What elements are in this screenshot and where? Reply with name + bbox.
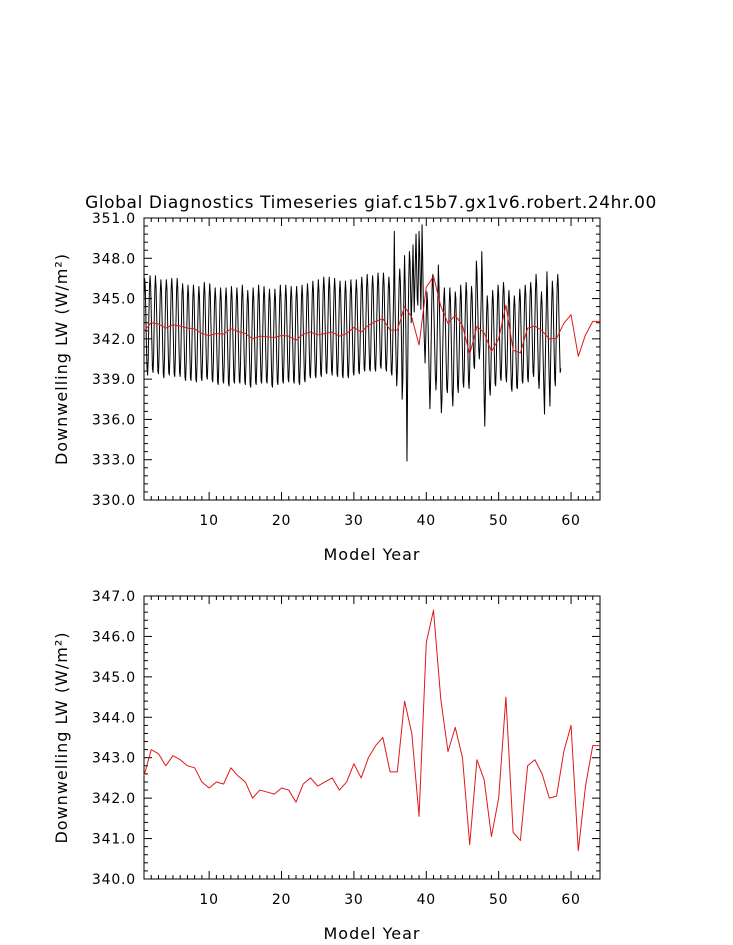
y-tick-label: 330.0 bbox=[92, 493, 136, 509]
y-tick-label: 346.0 bbox=[92, 629, 136, 645]
y-tick-label: 344.0 bbox=[92, 710, 136, 726]
y-tick-label: 342.0 bbox=[92, 332, 136, 348]
x-axis-label: Model Year bbox=[324, 545, 421, 564]
x-tick-label: 40 bbox=[417, 513, 436, 529]
x-tick-label: 40 bbox=[417, 892, 436, 908]
y-tick-label: 347.0 bbox=[92, 589, 136, 605]
y-tick-label: 351.0 bbox=[92, 211, 136, 227]
plot-frame bbox=[143, 217, 601, 501]
y-tick-label: 348.0 bbox=[92, 251, 136, 267]
bottom-chart: 10 20 30 40 50 60 340.0 341.0 342.0 343.0 344.0 345… bbox=[52, 589, 601, 943]
y-tick-label: 343.0 bbox=[92, 751, 136, 767]
y-axis-label: Downwelling LW (W/m²) bbox=[52, 253, 71, 465]
series-line-monthly bbox=[143, 224, 562, 462]
x-tick-label: 20 bbox=[272, 892, 291, 908]
x-tick-label: 60 bbox=[561, 513, 580, 529]
x-tick-label: 50 bbox=[489, 892, 508, 908]
y-tick-label: 342.0 bbox=[92, 791, 136, 807]
x-tick-label: 30 bbox=[344, 892, 363, 908]
x-tick-label: 10 bbox=[199, 513, 218, 529]
y-tick-label: 345.0 bbox=[92, 292, 136, 308]
y-tick-label: 340.0 bbox=[92, 872, 136, 888]
series-line-annual bbox=[143, 609, 600, 852]
x-tick-label: 50 bbox=[489, 513, 508, 529]
y-tick-label: 333.0 bbox=[92, 453, 136, 469]
x-axis-label: Model Year bbox=[324, 924, 421, 943]
x-tick-label: 30 bbox=[344, 513, 363, 529]
x-tick-label: 60 bbox=[561, 892, 580, 908]
plot-frame bbox=[143, 595, 601, 880]
x-tick-label: 20 bbox=[272, 513, 291, 529]
y-axis-label: Downwelling LW (W/m²) bbox=[52, 631, 71, 843]
series-line-annual bbox=[143, 275, 600, 357]
top-chart: 10 20 30 40 50 60 330.0 333.0 336.0 339.0 342.0 345… bbox=[52, 211, 601, 564]
y-tick-label: 345.0 bbox=[92, 670, 136, 686]
chart-title: Global Diagnostics Timeseries giaf.c15b7… bbox=[85, 193, 657, 213]
x-tick-label: 10 bbox=[199, 892, 218, 908]
y-tick-label: 341.0 bbox=[92, 832, 136, 848]
y-tick-label: 336.0 bbox=[92, 412, 136, 428]
y-tick-label: 339.0 bbox=[92, 372, 136, 388]
